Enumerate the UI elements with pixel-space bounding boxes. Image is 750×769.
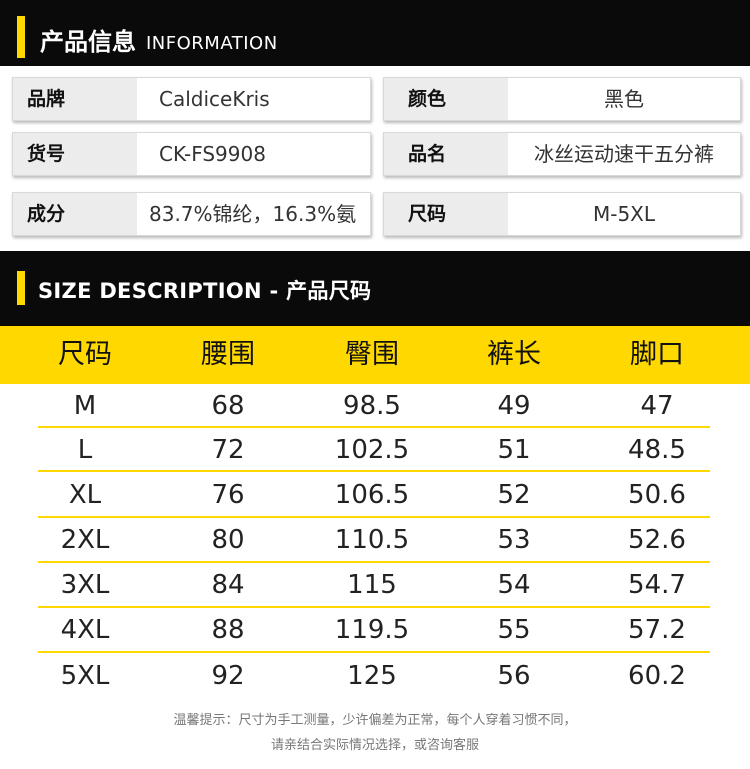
color-label: 颜色 xyxy=(384,78,508,120)
table-row: 4XL 88 119.5 55 57.2 xyxy=(0,608,750,652)
cell-hip: 125 xyxy=(347,661,397,691)
size-banner: SIZE DESCRIPTION - 产品尺码 xyxy=(0,251,750,326)
col-hem: 脚口 xyxy=(630,339,684,370)
cell-hip: 115 xyxy=(347,570,397,600)
cell-hem: 47 xyxy=(640,391,674,421)
brand-box: 品牌 CaldiceKris xyxy=(12,77,371,121)
cell-hem: 50.6 xyxy=(628,480,686,510)
table-row: 5XL 92 125 56 60.2 xyxy=(0,654,750,698)
cell-hem: 54.7 xyxy=(628,570,686,600)
sku-value: CK-FS9908 xyxy=(159,142,266,166)
size-box: 尺码 M-5XL xyxy=(383,192,741,236)
cell-hem: 52.6 xyxy=(628,525,686,555)
row-divider xyxy=(38,561,710,563)
color-value: 黑色 xyxy=(604,87,644,111)
cell-hip: 106.5 xyxy=(334,480,410,510)
sku-label: 货号 xyxy=(13,133,137,175)
cell-waist: 84 xyxy=(211,570,245,600)
cell-waist: 76 xyxy=(211,480,245,510)
cell-hem: 60.2 xyxy=(628,661,686,691)
row-divider xyxy=(38,426,710,428)
table-row: XL 76 106.5 52 50.6 xyxy=(0,473,750,517)
cell-size: 3XL xyxy=(60,570,110,600)
cell-length: 49 xyxy=(497,391,531,421)
cell-length: 54 xyxy=(497,570,531,600)
size-title: SIZE DESCRIPTION - 产品尺码 xyxy=(38,279,372,303)
cell-length: 53 xyxy=(497,525,531,555)
info-title-en: INFORMATION xyxy=(146,33,278,54)
name-box: 品名 冰丝运动速干五分裤 xyxy=(383,132,741,176)
brand-label: 品牌 xyxy=(13,78,137,120)
name-label: 品名 xyxy=(384,133,508,175)
cell-waist: 72 xyxy=(211,435,245,465)
cell-hip: 98.5 xyxy=(343,391,401,421)
col-size: 尺码 xyxy=(58,339,112,370)
cell-length: 56 xyxy=(497,661,531,691)
row-divider xyxy=(38,651,710,653)
cell-size: L xyxy=(77,435,93,465)
cell-length: 52 xyxy=(497,480,531,510)
table-row: L 72 102.5 51 48.5 xyxy=(0,428,750,472)
cell-hem: 57.2 xyxy=(628,615,686,645)
sku-box: 货号 CK-FS9908 xyxy=(12,132,371,176)
cell-waist: 88 xyxy=(211,615,245,645)
accent-bar xyxy=(17,16,25,58)
row-divider xyxy=(38,470,710,472)
cell-size: 2XL xyxy=(60,525,110,555)
table-row: 3XL 84 115 54 54.7 xyxy=(0,563,750,607)
cell-size: 4XL xyxy=(60,615,110,645)
size-label: 尺码 xyxy=(384,193,508,235)
col-length: 裤长 xyxy=(487,339,541,370)
cell-size: M xyxy=(73,391,97,421)
cell-length: 55 xyxy=(497,615,531,645)
cell-hem: 48.5 xyxy=(628,435,686,465)
size-value: M-5XL xyxy=(592,202,656,226)
cell-size: 5XL xyxy=(60,661,110,691)
size-table-header: 尺码 腰围 臀围 裤长 脚口 xyxy=(0,326,750,384)
name-value: 冰丝运动速干五分裤 xyxy=(534,142,714,166)
info-banner: 产品信息 INFORMATION xyxy=(0,0,750,66)
cell-waist: 68 xyxy=(211,391,245,421)
cell-length: 51 xyxy=(497,435,531,465)
col-waist: 腰围 xyxy=(201,339,255,370)
info-title-cn: 产品信息 xyxy=(40,28,136,56)
col-hip: 臀围 xyxy=(345,339,399,370)
cell-waist: 80 xyxy=(211,525,245,555)
material-box: 成分 83.7%锦纶，16.3%氨 xyxy=(12,192,371,236)
accent-bar xyxy=(17,271,25,305)
brand-value: CaldiceKris xyxy=(159,87,270,111)
row-divider xyxy=(38,606,710,608)
cell-hip: 110.5 xyxy=(334,525,410,555)
cell-waist: 92 xyxy=(211,661,245,691)
cell-hip: 102.5 xyxy=(334,435,410,465)
table-row: 2XL 80 110.5 53 52.6 xyxy=(0,518,750,562)
cell-hip: 119.5 xyxy=(334,615,410,645)
note-line-2: 请亲结合实际情况选择，或咨询客服 xyxy=(270,738,479,753)
note-line-1: 温馨提示：尺寸为手工测量，少许偏差为正常，每个人穿着习惯不同， xyxy=(173,713,577,728)
material-label: 成分 xyxy=(13,193,137,235)
table-row: M 68 98.5 49 47 xyxy=(0,384,750,428)
color-box: 颜色 黑色 xyxy=(383,77,741,121)
cell-size: XL xyxy=(68,480,102,510)
row-divider xyxy=(38,516,710,518)
material-value: 83.7%锦纶，16.3%氨 xyxy=(149,202,357,226)
